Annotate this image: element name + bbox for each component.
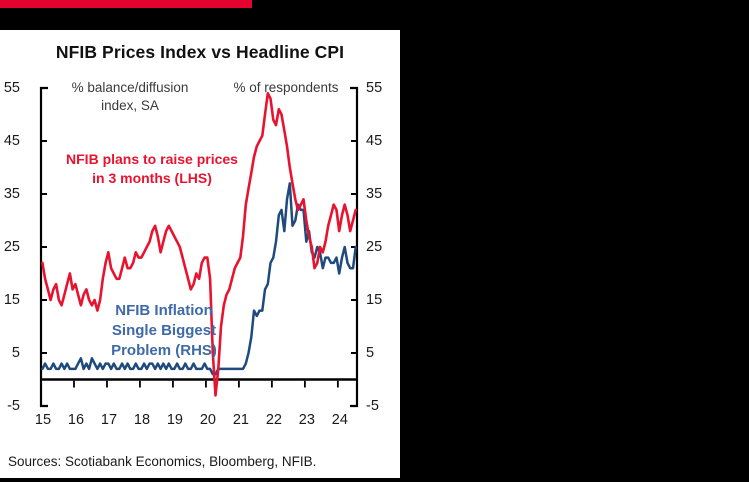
- sources-note: Sources: Scotiabank Economics, Bloomberg…: [8, 454, 317, 469]
- left-axis-tick-label: 15: [3, 292, 20, 308]
- left-axis-tick-label: 5: [11, 345, 20, 361]
- blue-series-annotation-line1: NFIB Inflation: [115, 302, 213, 319]
- x-axis-tick-label: 18: [133, 412, 151, 428]
- x-axis-tick-label: 17: [100, 412, 118, 428]
- x-axis-tick-label: 22: [265, 412, 282, 428]
- left-axis-tick-label: 55: [3, 80, 20, 96]
- right-axis-tick-label: 25: [366, 239, 383, 255]
- right-axis-tick-label: 5: [366, 345, 375, 361]
- blue-line: [41, 182, 357, 376]
- right-axis-tick-label: 45: [366, 133, 383, 149]
- left-axis-tick-label: 45: [3, 133, 20, 149]
- right-axis-tick-label: 55: [366, 80, 383, 96]
- red-series-annotation: NFIB plans to raise prices in 3 months (…: [52, 150, 252, 188]
- x-axis-tick-label: 20: [199, 412, 216, 428]
- blue-series-annotation-line3: Problem (RHS): [111, 342, 217, 359]
- right-axis-tick-label: -5: [366, 398, 379, 414]
- red-series-annotation-line2: in 3 months (LHS): [92, 170, 212, 186]
- left-axis-header-line2: index, SA: [101, 98, 159, 113]
- x-axis-tick-label: 15: [34, 412, 52, 428]
- x-axis-tick-label: 21: [232, 412, 249, 428]
- x-axis-tick-label: 19: [166, 412, 183, 428]
- chart-title: NFIB Prices Index vs Headline CPI: [55, 42, 345, 62]
- right-axis-tick-label: 35: [366, 186, 383, 202]
- left-axis-tick-label: 35: [3, 186, 20, 202]
- x-axis-tick-label: 24: [331, 412, 348, 428]
- chart-plot: [39, 86, 359, 408]
- red-line: [41, 92, 357, 397]
- right-axis-tick-label: 15: [366, 292, 383, 308]
- right-axis-header: % of respondents: [233, 80, 339, 95]
- left-axis-header-line1: % balance/diffusion: [71, 80, 189, 95]
- left-axis-tick-label: -5: [7, 398, 20, 414]
- top-accent-bar: [0, 0, 252, 8]
- blue-series-annotation: NFIB Inflation Single Biggest Problem (R…: [68, 301, 260, 361]
- red-series-annotation-line1: NFIB plans to raise prices: [66, 151, 238, 167]
- chart-panel: NFIB Prices Index vs Headline CPI % bala…: [0, 30, 400, 478]
- x-axis-tick-label: 16: [67, 412, 85, 428]
- x-axis-tick-label: 23: [298, 412, 315, 428]
- blue-series-annotation-line2: Single Biggest: [111, 322, 217, 339]
- left-axis-tick-label: 25: [3, 239, 20, 255]
